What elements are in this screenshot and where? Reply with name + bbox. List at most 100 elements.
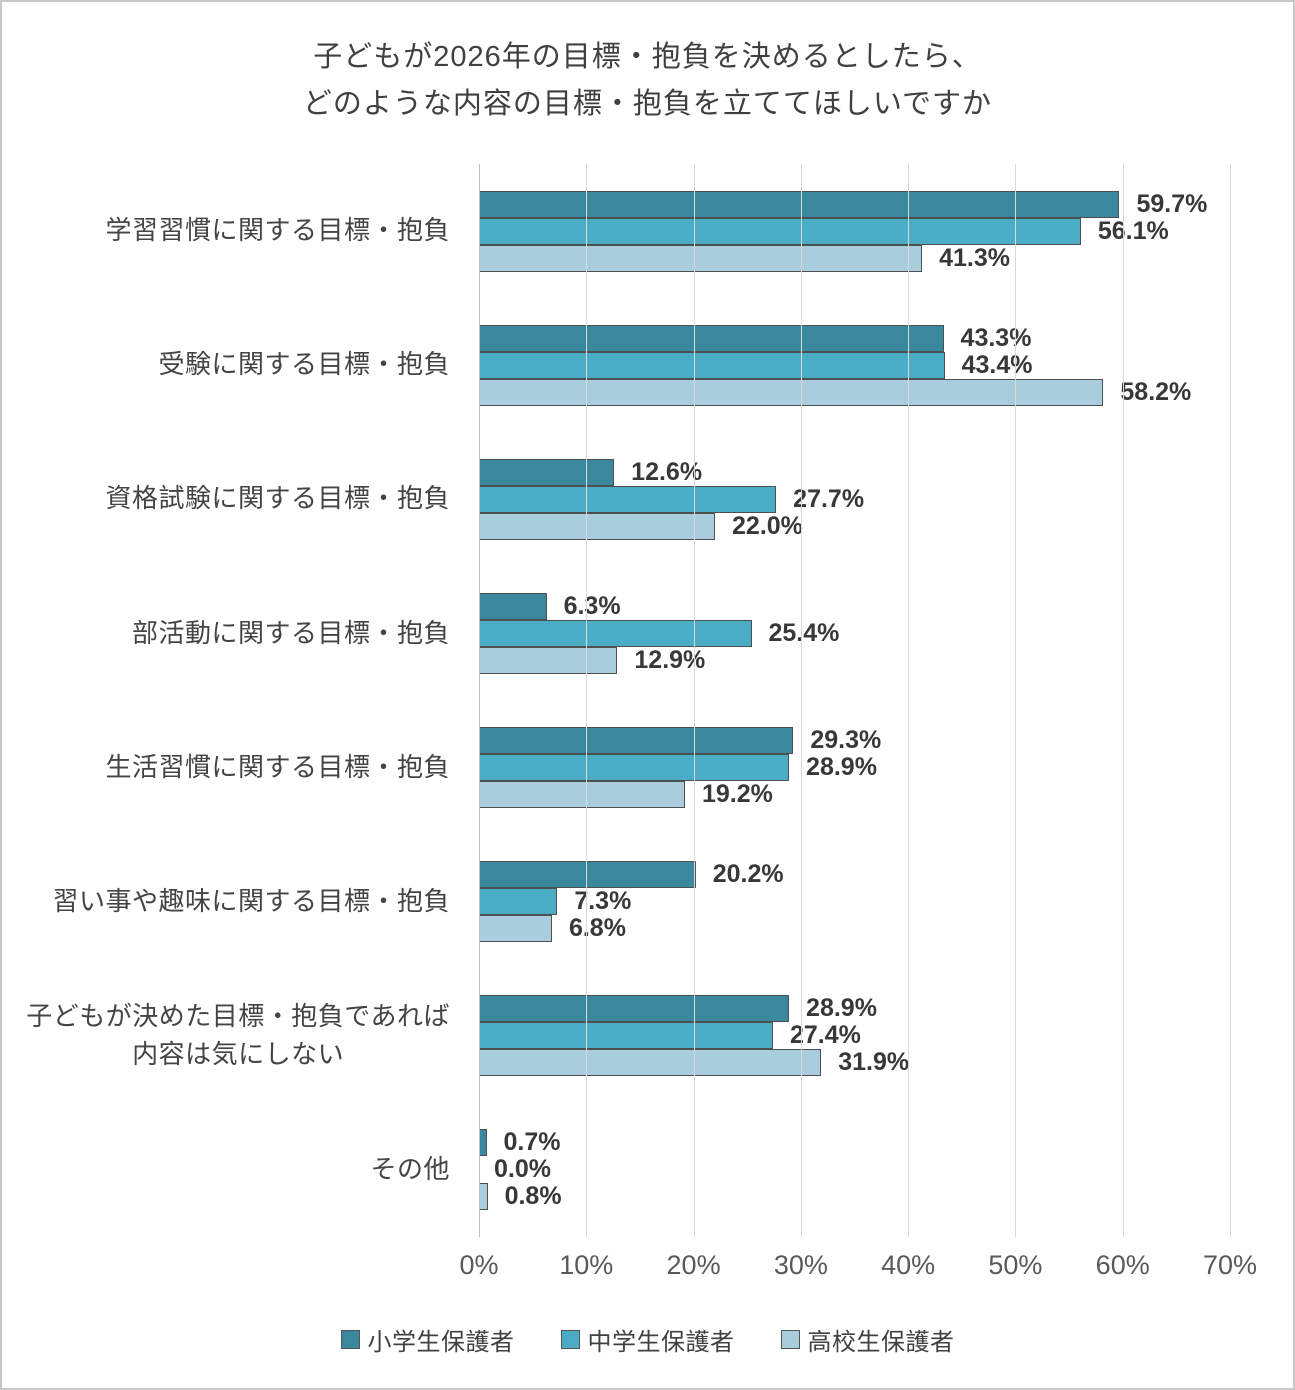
bar	[479, 351, 945, 379]
legend: 小学生保護者 中学生保護者 高校生保護者	[2, 1322, 1293, 1357]
chart-title: 子どもが2026年の目標・抱負を決めるとしたら、 どのような内容の目標・抱負を立…	[302, 41, 993, 120]
y-axis-line	[479, 164, 480, 1237]
bar-line: 27.4%	[479, 1021, 1230, 1050]
bar	[479, 1129, 487, 1157]
value-label: 25.4%	[768, 618, 840, 647]
legend-label: 中学生保護者	[587, 1329, 735, 1356]
x-axis: 0% 10% 20% 30% 40% 50% 60% 70%	[459, 1250, 1257, 1286]
gridline	[800, 164, 802, 1237]
value-label: 12.9%	[634, 645, 706, 674]
x-tick-label: 20%	[666, 1250, 721, 1280]
bar-line: 0.8%	[479, 1182, 1230, 1211]
x-tick-label: 60%	[1095, 1250, 1150, 1280]
gridline	[1015, 164, 1017, 1237]
value-label: 22.0%	[732, 511, 803, 540]
value-label: 41.3%	[939, 243, 1010, 272]
value-label: 6.3%	[563, 591, 621, 620]
legend-label: 小学生保護者	[367, 1329, 515, 1356]
bar	[479, 324, 944, 352]
bar-line: 0.0%	[479, 1155, 1230, 1184]
category-label: 習い事や趣味に関する目標・抱負	[2, 835, 464, 969]
bar-line: 12.6%	[479, 457, 1230, 486]
legend-marker-icon	[780, 1330, 800, 1349]
legend-item: 高校生保護者	[780, 1322, 955, 1357]
legend-item: 小学生保護者	[340, 1322, 515, 1357]
value-label: 20.2%	[712, 860, 784, 889]
bar-rows: 59.7% 56.1% 41.3% 43.3% 43.4% 58.2% 12.6% 27.7%…	[479, 164, 1230, 1237]
plot-area: 59.7% 56.1% 41.3% 43.3% 43.4% 58.2% 12.6% 27.7%…	[479, 164, 1231, 1237]
bar	[479, 646, 618, 674]
category-label-text: その他	[370, 1154, 450, 1185]
x-tick-label: 50%	[988, 1250, 1043, 1280]
category-label: 資格試験に関する目標・抱負	[2, 432, 464, 566]
bar-line: 25.4%	[479, 618, 1230, 647]
bar	[479, 217, 1081, 245]
bar-group: 59.7% 56.1% 41.3%	[479, 164, 1230, 298]
bar	[479, 512, 716, 540]
category-label-text: 学習習慣に関する目標・抱負	[105, 215, 450, 246]
bar-line: 43.4%	[479, 350, 1230, 379]
value-label: 0.0%	[494, 1155, 551, 1184]
bar-line: 29.3%	[479, 726, 1230, 755]
bar-line: 58.2%	[479, 377, 1230, 406]
bar	[479, 781, 685, 809]
value-label: 31.9%	[838, 1048, 910, 1077]
value-label: 43.4%	[961, 350, 1033, 379]
category-label-text: 部活動に関する目標・抱負	[131, 617, 450, 648]
value-label: 27.7%	[793, 484, 865, 513]
bar-line: 20.2%	[479, 860, 1230, 889]
bar-group: 28.9% 27.4% 31.9%	[479, 969, 1230, 1103]
bar-line: 6.8%	[479, 914, 1230, 943]
value-label: 43.3%	[960, 323, 1032, 352]
bar-line: 7.3%	[479, 887, 1230, 916]
bar-line: 22.0%	[479, 511, 1230, 540]
legend-marker-icon	[560, 1330, 580, 1349]
value-label: 7.3%	[574, 887, 632, 916]
category-label: 学習習慣に関する目標・抱負	[2, 164, 464, 298]
bar-line: 59.7%	[479, 190, 1230, 218]
legend-label: 高校生保護者	[807, 1329, 955, 1356]
bar	[479, 485, 777, 513]
category-label: その他	[2, 1103, 464, 1237]
value-label: 6.8%	[568, 914, 626, 943]
bar	[479, 378, 1104, 406]
value-label: 0.7%	[503, 1128, 561, 1157]
bar	[479, 1183, 488, 1211]
bar-group: 20.2% 7.3% 6.8%	[479, 835, 1230, 969]
category-label: 子どもが決めた目標・抱負であれば 内容は気にしない	[2, 969, 464, 1103]
bar-line: 6.3%	[479, 591, 1230, 620]
gridline	[908, 164, 910, 1237]
x-tick-label: 30%	[773, 1250, 828, 1280]
category-label-text: 資格試験に関する目標・抱負	[105, 483, 450, 514]
legend-marker-icon	[340, 1330, 360, 1349]
bar-line: 43.3%	[479, 323, 1230, 352]
bar-group: 12.6% 27.7% 22.0%	[479, 432, 1230, 566]
category-label-text: 受験に関する目標・抱負	[158, 349, 450, 380]
value-label: 28.9%	[806, 994, 877, 1023]
bar	[479, 727, 794, 755]
bar	[479, 190, 1120, 218]
gridline	[693, 164, 695, 1237]
value-label: 56.1%	[1097, 216, 1169, 245]
category-label: 生活習慣に関する目標・抱負	[2, 701, 464, 835]
bar	[479, 861, 696, 889]
value-label: 58.2%	[1120, 377, 1192, 406]
bar-line: 27.7%	[479, 484, 1230, 513]
gridline	[1230, 164, 1231, 1237]
bar-line: 28.9%	[479, 753, 1230, 782]
value-label: 19.2%	[701, 780, 773, 809]
bar	[479, 915, 552, 943]
bar-line: 31.9%	[479, 1048, 1230, 1077]
bar-group: 6.3% 25.4% 12.9%	[479, 566, 1230, 700]
bar	[479, 592, 547, 620]
category-label: 受験に関する目標・抱負	[2, 298, 464, 432]
legend-item: 中学生保護者	[560, 1322, 735, 1357]
bar-line: 41.3%	[479, 243, 1230, 272]
bar	[479, 244, 923, 272]
category-label-text: 子どもが決めた目標・抱負であれば 内容は気にしない	[26, 1001, 450, 1069]
bar-line: 28.9%	[479, 994, 1230, 1023]
value-label: 12.6%	[631, 457, 703, 486]
bar	[479, 888, 558, 916]
x-tick-label: 70%	[1202, 1250, 1258, 1280]
